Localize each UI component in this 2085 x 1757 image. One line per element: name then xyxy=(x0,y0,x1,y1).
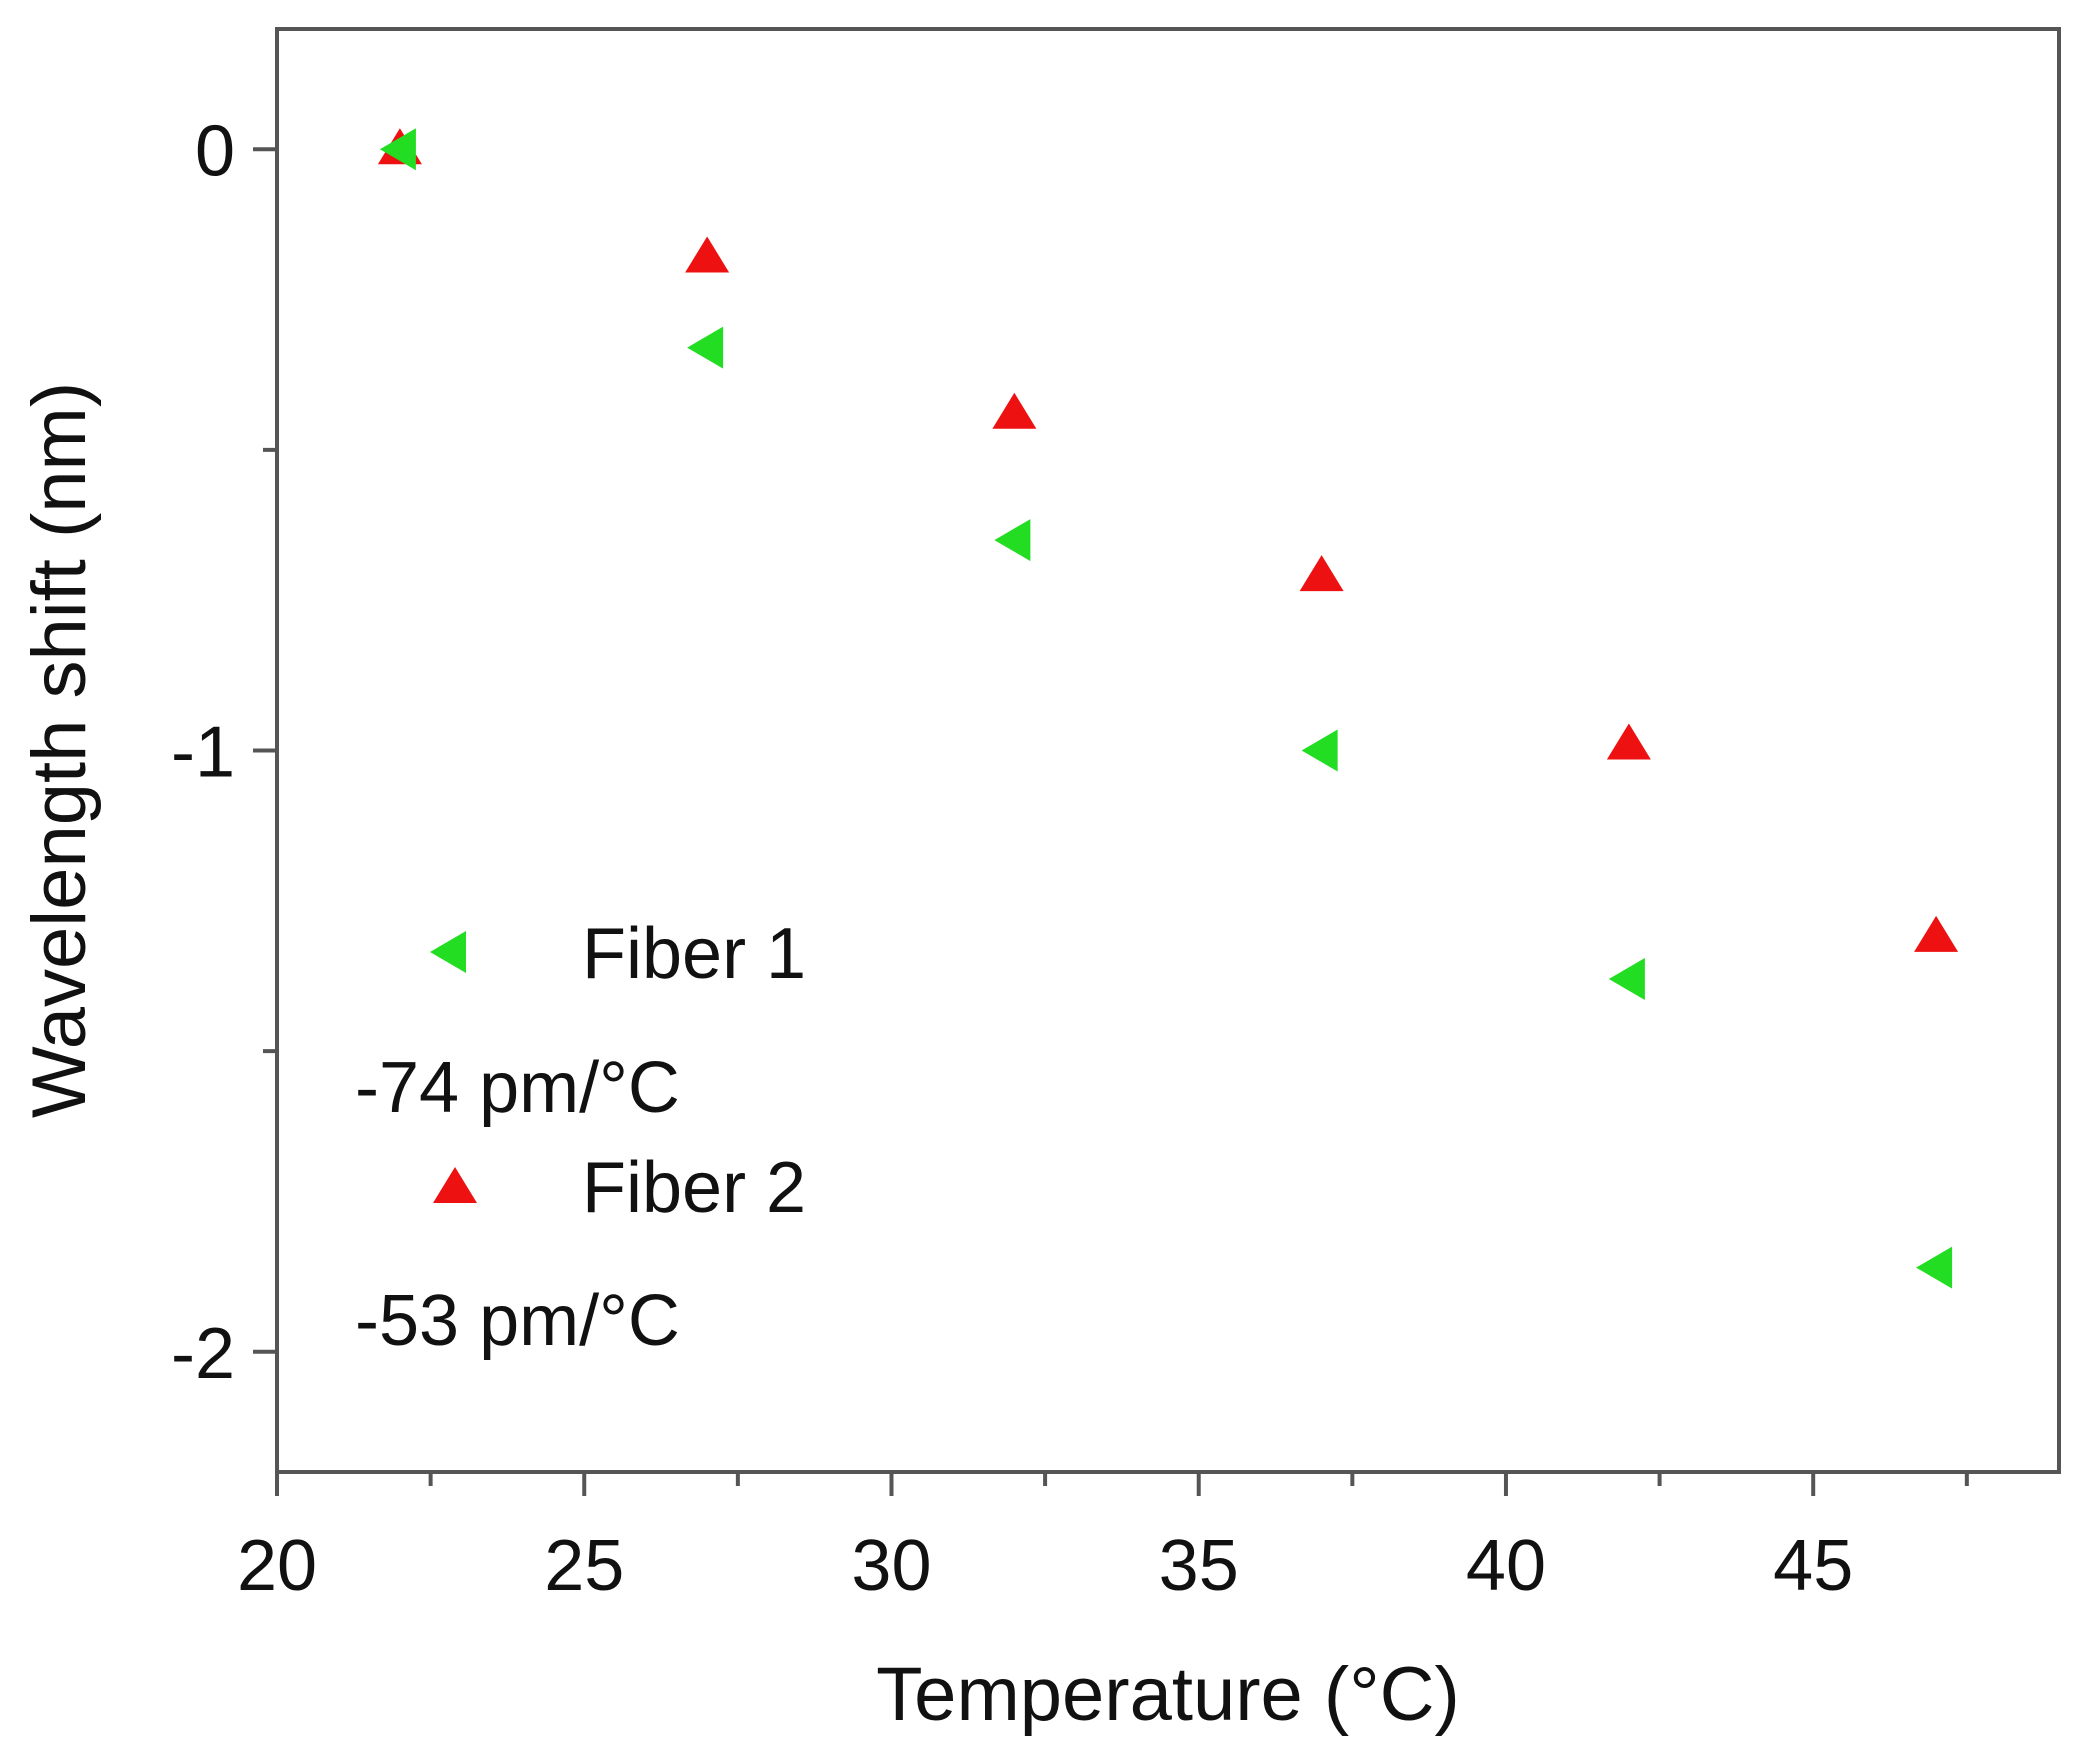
y-tick-label: 0 xyxy=(195,111,235,191)
data-point xyxy=(687,326,724,369)
y-axis: 0 -1 -2 xyxy=(171,111,277,1394)
legend: Fiber 1 -74 pm/°C Fiber 2 -53 pm/°C xyxy=(355,914,806,1361)
legend-symbol xyxy=(433,1167,477,1203)
x-tick-label: 40 xyxy=(1466,1526,1546,1606)
legend-label-fiber-2: Fiber 2 xyxy=(582,1148,806,1228)
legend-slope-fiber-1: -74 pm/°C xyxy=(355,1048,680,1128)
legend-slope-fiber-2: -53 pm/°C xyxy=(355,1281,680,1361)
series-fiber-1 xyxy=(379,128,1953,1289)
data-point xyxy=(1301,729,1338,772)
data-point xyxy=(379,128,416,171)
y-axis-title: Wavelength shift (nm) xyxy=(17,382,102,1118)
x-tick-label: 25 xyxy=(544,1526,624,1606)
data-point xyxy=(992,392,1037,429)
data-point xyxy=(1606,723,1651,760)
y-tick-label: -2 xyxy=(171,1314,235,1394)
series-fiber-2 xyxy=(377,128,1959,952)
plot-frame xyxy=(275,27,2061,1474)
x-axis-title: Temperature (°C) xyxy=(876,1652,1460,1737)
x-tick-label: 30 xyxy=(851,1526,931,1606)
x-axis: 20 25 30 35 40 45 xyxy=(237,1472,1969,1606)
y-tick-label: -1 xyxy=(171,713,235,793)
x-tick-label: 20 xyxy=(237,1526,317,1606)
data-series xyxy=(377,128,1959,1289)
x-tick-label: 35 xyxy=(1159,1526,1239,1606)
data-point xyxy=(1914,915,1959,952)
data-point xyxy=(685,236,730,273)
data-point xyxy=(1916,1246,1953,1289)
legend-label-fiber-1: Fiber 1 xyxy=(582,914,806,994)
data-point xyxy=(994,519,1031,562)
legend-marker-fiber-1 xyxy=(430,931,466,973)
data-point xyxy=(1608,957,1645,1000)
x-tick-label: 45 xyxy=(1773,1526,1853,1606)
legend-marker-fiber-2 xyxy=(433,1167,477,1203)
legend-symbol xyxy=(430,931,466,973)
data-point xyxy=(1299,555,1344,592)
